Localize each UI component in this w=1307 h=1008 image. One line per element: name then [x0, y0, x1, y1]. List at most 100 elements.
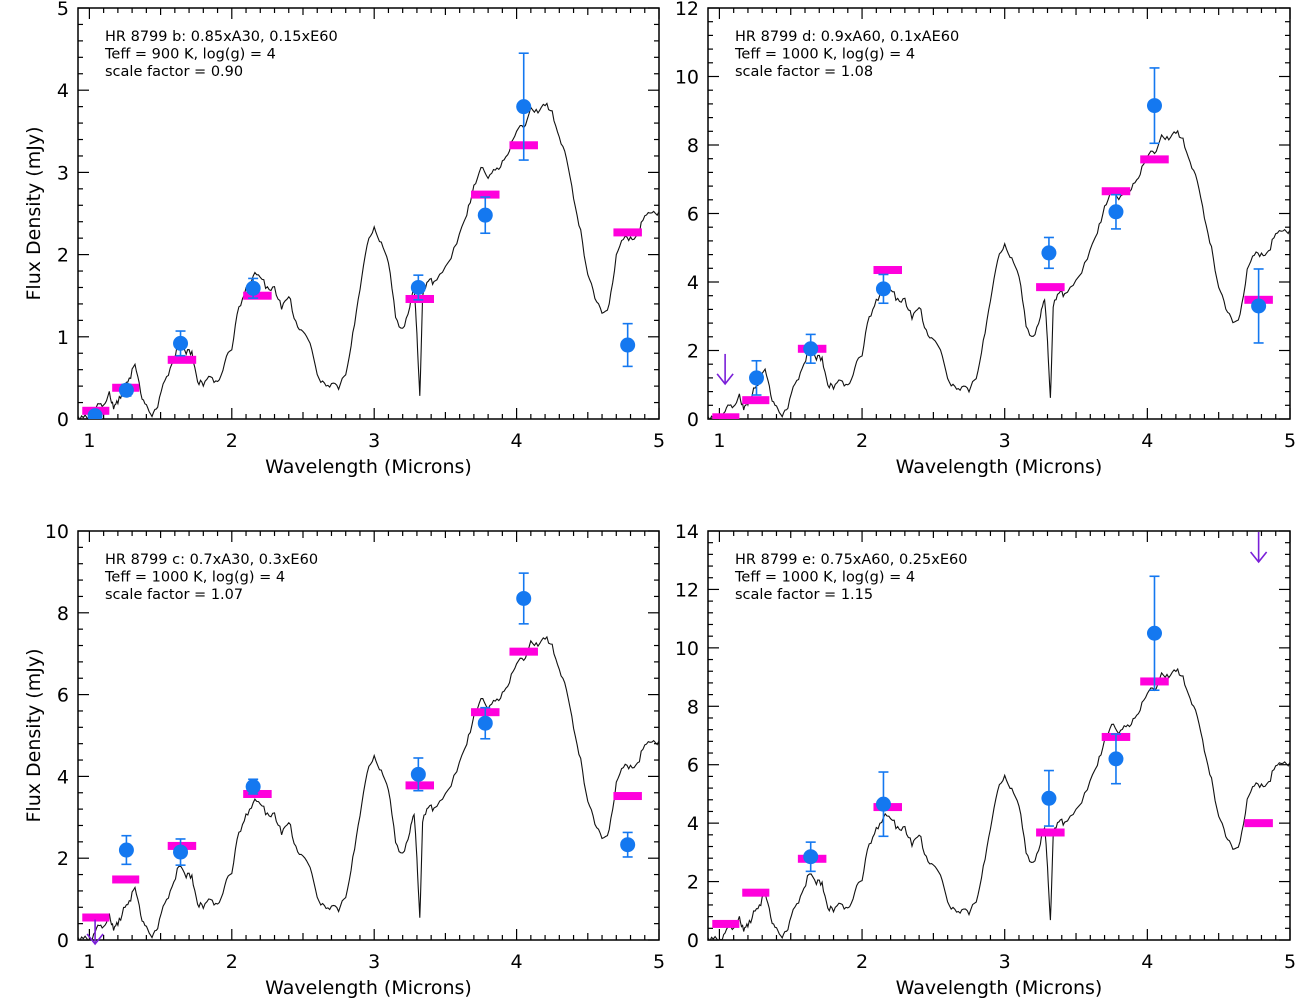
model-spectrum-line: [78, 102, 659, 419]
observed-point: [516, 572, 532, 625]
y-tick-label: 6: [687, 204, 699, 226]
x-tick-label: 2: [226, 951, 238, 973]
y-tick-label: 8: [57, 603, 69, 625]
annotation-line: Teff = 1000 K, log(g) = 4: [104, 570, 285, 586]
observed-point: [1146, 67, 1162, 145]
y-tick-label: 2: [687, 872, 699, 894]
observed-point: [749, 359, 764, 396]
x-tick-label: 1: [713, 951, 725, 973]
observed-point: [477, 706, 493, 740]
plot-area: [78, 52, 659, 419]
model-spectrum-line: [708, 129, 1290, 419]
y-tick-label: 5: [57, 0, 69, 20]
annotation-line: HR 8799 d: 0.9xA60, 0.1xAE60: [735, 29, 959, 45]
annotation-line: scale factor = 1.15: [735, 587, 873, 603]
annotation-line: HR 8799 b: 0.85xA30, 0.15xE60: [105, 29, 338, 45]
model-band-bar: [613, 228, 642, 237]
upper-limit-arrow: [716, 353, 734, 386]
observed-point: [875, 273, 891, 305]
y-tick-label: 8: [687, 696, 699, 718]
y-axis-label: Flux Density (mJy): [23, 649, 45, 823]
observed-point: [173, 330, 189, 357]
model-band-bar: [509, 647, 538, 656]
y-tick-label: 6: [57, 685, 69, 707]
y-tick-label: 10: [45, 521, 69, 543]
plot-frame: [77, 530, 660, 941]
x-tick-label: 2: [226, 430, 238, 452]
y-tick-label: 12: [675, 0, 699, 20]
observed-point: [1251, 268, 1267, 344]
model-band-bar: [712, 919, 740, 928]
model-band-bar: [1036, 828, 1065, 837]
model-spectrum-line: [78, 635, 659, 940]
model-band-bar: [112, 875, 140, 884]
model-band-bar: [873, 266, 902, 275]
model-band-bar: [613, 792, 642, 801]
model-band-bar: [742, 888, 770, 897]
y-tick-label: 4: [687, 813, 699, 835]
y-tick-label: 2: [57, 245, 69, 267]
observed-point: [410, 274, 426, 301]
observed-point: [477, 196, 493, 235]
x-axis-label: Wavelength (Microns): [265, 456, 472, 478]
observed-point: [87, 408, 103, 419]
x-tick-label: 4: [1141, 430, 1153, 452]
x-tick-label: 3: [368, 951, 380, 973]
annotation-line: scale factor = 1.08: [735, 64, 873, 80]
y-tick-label: 6: [687, 755, 699, 777]
observed-point: [620, 831, 636, 858]
observed-point: [516, 52, 532, 161]
x-tick-label: 3: [999, 951, 1011, 973]
x-tick-label: 5: [1284, 430, 1296, 452]
y-tick-label: 14: [675, 521, 699, 543]
model-band-bar: [742, 396, 770, 405]
x-tick-label: 2: [856, 430, 868, 452]
model-band-bar: [82, 913, 110, 922]
y-tick-label: 10: [675, 638, 699, 660]
y-tick-label: 2: [687, 341, 699, 363]
observed-point: [1108, 733, 1124, 785]
observed-point: [1041, 769, 1057, 827]
model-band-bar: [712, 413, 740, 419]
y-axis-label: Flux Density (mJy): [23, 127, 45, 301]
upper-limit-arrow: [1249, 532, 1268, 564]
y-tick-label: 0: [57, 409, 69, 431]
x-tick-label: 5: [653, 430, 665, 452]
observed-point: [1146, 575, 1162, 692]
observed-point: [875, 771, 891, 838]
annotation-line: HR 8799 c: 0.7xA30, 0.3xE60: [105, 552, 318, 568]
x-axis-label: Wavelength (Microns): [896, 456, 1103, 478]
x-tick-label: 2: [856, 951, 868, 973]
x-axis-label: Wavelength (Microns): [896, 977, 1103, 999]
plot-area: [708, 575, 1290, 940]
observed-point: [173, 838, 189, 866]
x-tick-label: 3: [999, 430, 1011, 452]
upper-limit-arrow: [86, 919, 104, 946]
annotation-line: scale factor = 1.07: [105, 587, 243, 603]
x-axis-label: Wavelength (Microns): [265, 977, 472, 999]
annotation-line: scale factor = 0.90: [105, 64, 243, 80]
x-tick-label: 1: [83, 951, 95, 973]
observed-point: [620, 322, 636, 368]
observed-point: [118, 382, 134, 398]
x-tick-label: 4: [511, 430, 523, 452]
panel-hr8799-c: 1 2 3 4 5 0 2 4 6 8 10 Wavelength (Microns) Flux Den…: [23, 521, 665, 999]
model-band-bar: [167, 355, 197, 364]
model-band-bar: [1101, 187, 1131, 196]
model-band-bar: [1140, 155, 1169, 164]
model-band-bar: [1244, 819, 1273, 828]
observed-point: [803, 333, 819, 364]
y-tick-label: 2: [57, 848, 69, 870]
model-spectrum-line: [708, 667, 1290, 940]
y-tick-label: 3: [57, 162, 69, 184]
observed-point: [245, 778, 261, 795]
plot-area: [708, 67, 1290, 419]
observed-point: [118, 834, 134, 866]
y-tick-label: 12: [675, 579, 699, 601]
x-tick-label: 5: [1284, 951, 1296, 973]
x-tick-label: 5: [653, 951, 665, 973]
